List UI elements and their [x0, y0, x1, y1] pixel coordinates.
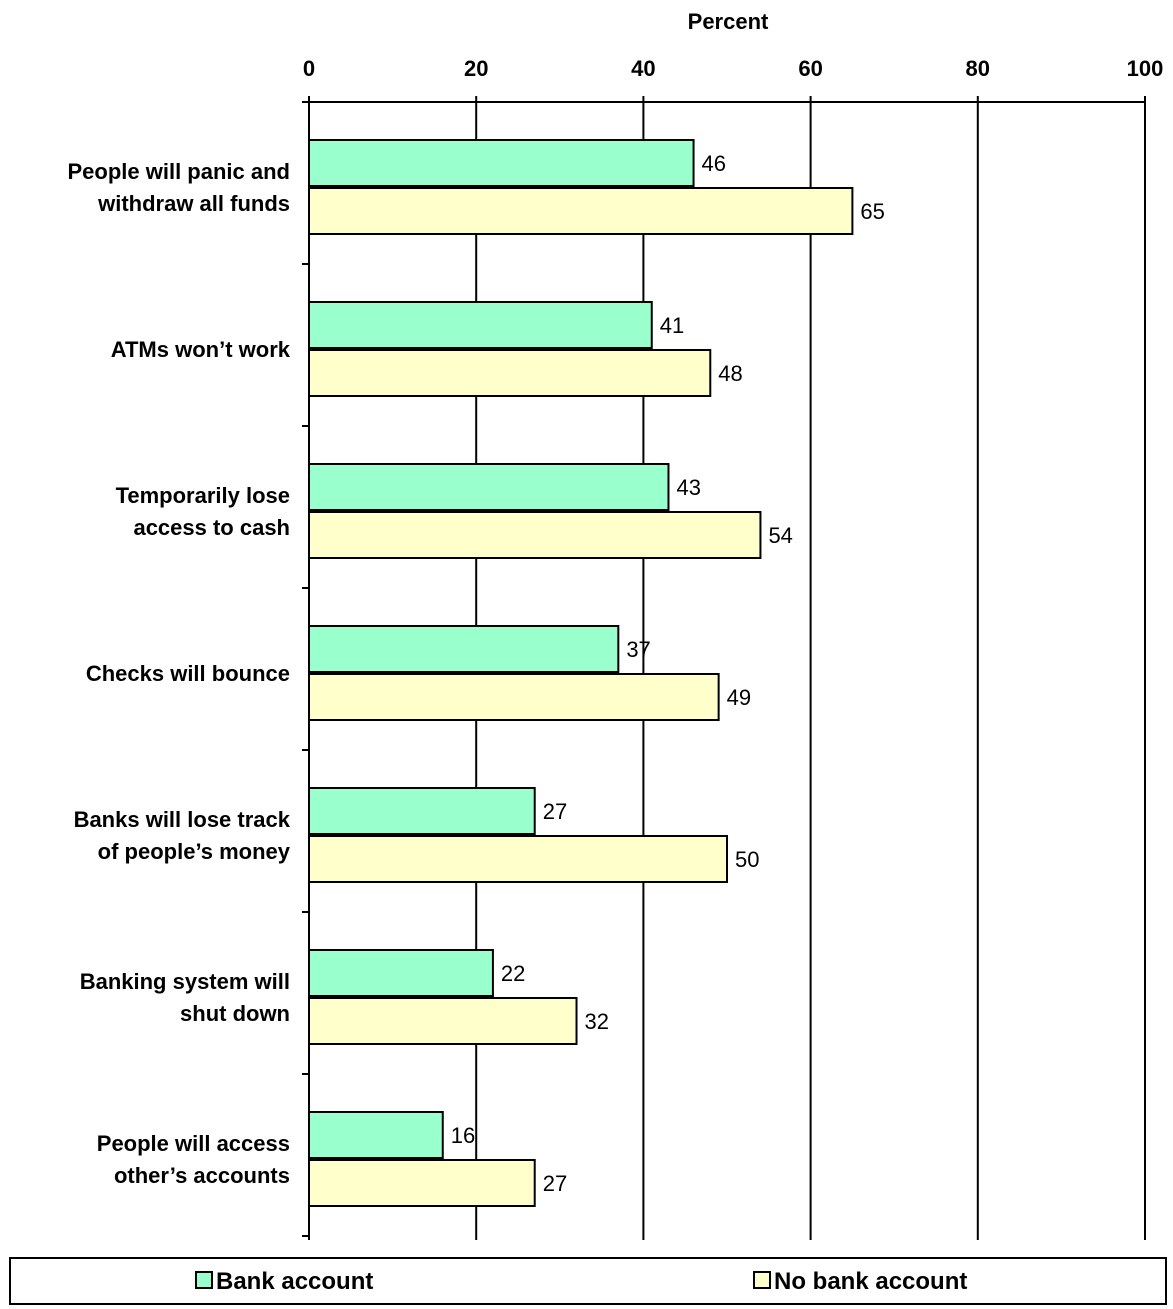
bar-bank-account — [308, 787, 536, 835]
category-label: Temporarily lose — [116, 483, 290, 508]
data-label: 22 — [501, 961, 525, 986]
category-label: People will access — [97, 1131, 290, 1156]
category-label: Banks will lose track — [74, 807, 291, 832]
x-tick-label: 0 — [303, 56, 315, 81]
data-label: 27 — [543, 1171, 567, 1196]
data-label: 50 — [735, 847, 759, 872]
data-label: 49 — [727, 685, 751, 710]
legend-swatch-no-bank-account — [753, 1271, 771, 1289]
legend-label-no-bank-account: No bank account — [774, 1268, 967, 1295]
category-label: withdraw all funds — [97, 191, 290, 216]
bar-bank-account — [308, 139, 695, 187]
bar-no-bank-account — [308, 1159, 536, 1207]
bar-bank-account — [308, 949, 494, 997]
data-label: 32 — [585, 1009, 609, 1034]
category-label: shut down — [180, 1001, 290, 1026]
category-label: Banking system will — [80, 969, 290, 994]
category-label: other’s accounts — [114, 1163, 290, 1188]
data-label: 43 — [676, 475, 700, 500]
bar-no-bank-account — [308, 511, 762, 559]
data-label: 65 — [860, 199, 884, 224]
category-label: People will panic and — [68, 159, 291, 184]
x-axis-title: Percent — [688, 9, 769, 34]
bar-no-bank-account — [308, 349, 712, 397]
bar-bank-account — [308, 1111, 444, 1159]
category-label: of people’s money — [98, 839, 291, 864]
bar-bank-account — [308, 625, 620, 673]
x-tick-label: 20 — [464, 56, 488, 81]
data-label: 54 — [768, 523, 792, 548]
data-label: 37 — [626, 637, 650, 662]
data-label: 48 — [718, 361, 742, 386]
data-label: 16 — [451, 1123, 475, 1148]
legend-swatch-bank-account — [195, 1271, 213, 1289]
bar-bank-account — [308, 301, 653, 349]
bar-no-bank-account — [308, 997, 578, 1045]
legend-box — [9, 1257, 1167, 1305]
x-tick-label: 40 — [631, 56, 655, 81]
x-tick-label: 100 — [1127, 56, 1164, 81]
bar-no-bank-account — [308, 673, 720, 721]
data-label: 41 — [660, 313, 684, 338]
bar-no-bank-account — [308, 835, 728, 883]
data-label: 27 — [543, 799, 567, 824]
category-label: ATMs won’t work — [111, 337, 291, 362]
x-tick-label: 80 — [966, 56, 990, 81]
category-label: access to cash — [133, 515, 290, 540]
data-label: 46 — [702, 151, 726, 176]
legend-label-bank-account: Bank account — [216, 1268, 373, 1295]
category-label: Checks will bounce — [86, 661, 290, 686]
bar-bank-account — [308, 463, 670, 511]
x-tick-label: 60 — [798, 56, 822, 81]
bar-no-bank-account — [308, 187, 854, 235]
